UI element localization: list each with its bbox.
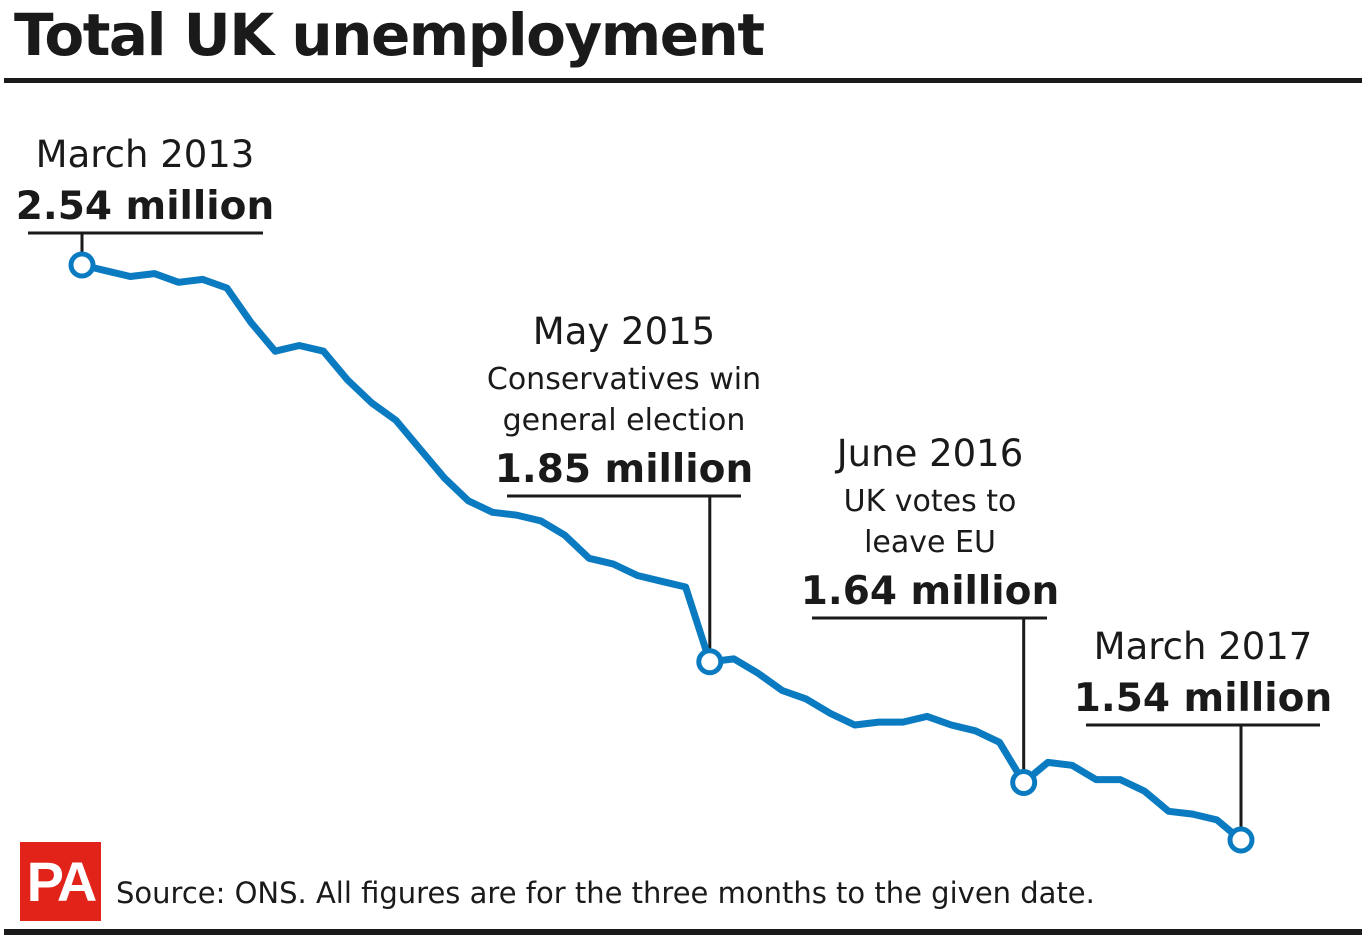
data-point-marker — [68, 251, 96, 279]
top-rule — [4, 78, 1362, 83]
data-point-marker — [1227, 826, 1255, 854]
annotation-value: 1.64 million — [801, 569, 1059, 614]
annotation-date: March 2017 — [1094, 625, 1313, 668]
annotation-date: May 2015 — [533, 310, 715, 353]
series-line — [78, 261, 1245, 844]
annotation-date: March 2013 — [36, 133, 255, 176]
chart-title: Total UK unemployment — [14, 1, 765, 69]
annotation-note: Conservatives win — [487, 362, 761, 397]
annotation-value: 1.85 million — [495, 447, 753, 492]
marker-layer — [68, 251, 1255, 854]
source-note: Source: ONS. All figures are for the thr… — [116, 876, 1095, 910]
annotation-value: 2.54 million — [16, 184, 274, 229]
annotation-value: 1.54 million — [1074, 676, 1332, 721]
annotation-date: June 2016 — [835, 432, 1024, 475]
data-point-marker — [696, 648, 724, 676]
annotation-note: leave EU — [864, 525, 996, 560]
bottom-rule — [4, 929, 1362, 935]
data-point-marker — [1010, 769, 1038, 796]
annotation-layer: 2.54 million March 2013 1.85 million genera… — [16, 133, 1332, 840]
annotation-note: general election — [503, 403, 746, 438]
annotation-note: UK votes to — [844, 484, 1017, 519]
pa-logo: PA — [20, 842, 101, 921]
